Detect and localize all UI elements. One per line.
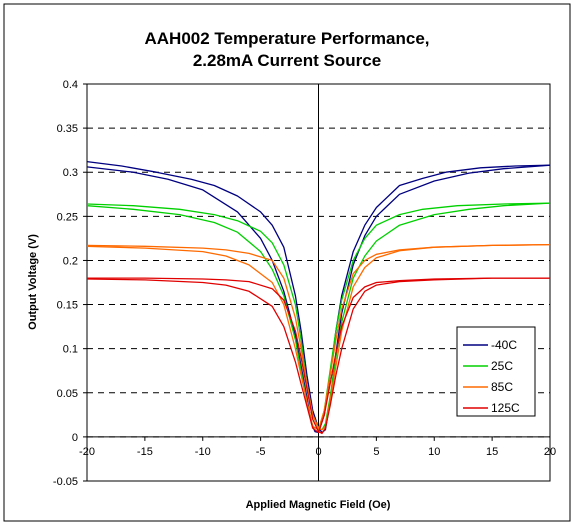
legend: -40C 25C 85C 125C: [456, 326, 536, 417]
x-axis-ticks: -20 -15 -10 -5 0 5 10 15 20: [79, 436, 556, 458]
legend-label: 85C: [491, 380, 513, 394]
x-tick-label: 20: [544, 446, 556, 458]
x-tick-label: 15: [486, 446, 498, 458]
y-tick-label: 0.15: [57, 300, 78, 312]
series-lines: [86, 160, 551, 435]
y-tick-label: 0.2: [63, 255, 78, 267]
y-tick-label: 0.05: [57, 388, 78, 400]
y-tick-label: 0: [72, 432, 78, 444]
y-tick-label: 0.35: [57, 123, 78, 135]
x-axis-label: Applied Magnetic Field (Oe): [246, 499, 391, 511]
x-tick-label: -20: [79, 446, 95, 458]
x-tick-label: 5: [373, 446, 379, 458]
series-line-85C-sweep_up: [86, 243, 551, 431]
x-tick-label: 0: [315, 446, 321, 458]
x-tick-label: -5: [256, 446, 266, 458]
legend-box: [456, 326, 536, 417]
legend-label: -40C: [491, 338, 517, 352]
y-tick-label: 0.25: [57, 211, 78, 223]
y-tick-label: 0.3: [63, 167, 78, 179]
y-tick-label: 0.1: [63, 344, 78, 356]
legend-label: 125C: [491, 401, 520, 415]
chart-title-line-2: 2.28mA Current Source: [193, 51, 381, 70]
x-tick-label: 10: [428, 446, 440, 458]
y-axis-ticks: -0.05 0 0.05 0.1 0.15 0.2 0.25 0.3 0.35 0.4: [53, 79, 87, 488]
series-line-125C-sweep_up: [86, 277, 550, 434]
x-tick-label: -15: [137, 446, 153, 458]
y-tick-label: 0.4: [63, 79, 78, 91]
chart-title-line-1: AAH002 Temperature Performance,: [144, 29, 429, 48]
y-axis-label: Output Voltage (V): [27, 234, 39, 330]
legend-label: 25C: [491, 359, 513, 373]
y-tick-label: -0.05: [53, 476, 78, 488]
series-line-125C-sweep_down: [87, 277, 550, 435]
x-tick-label: -10: [195, 446, 211, 458]
